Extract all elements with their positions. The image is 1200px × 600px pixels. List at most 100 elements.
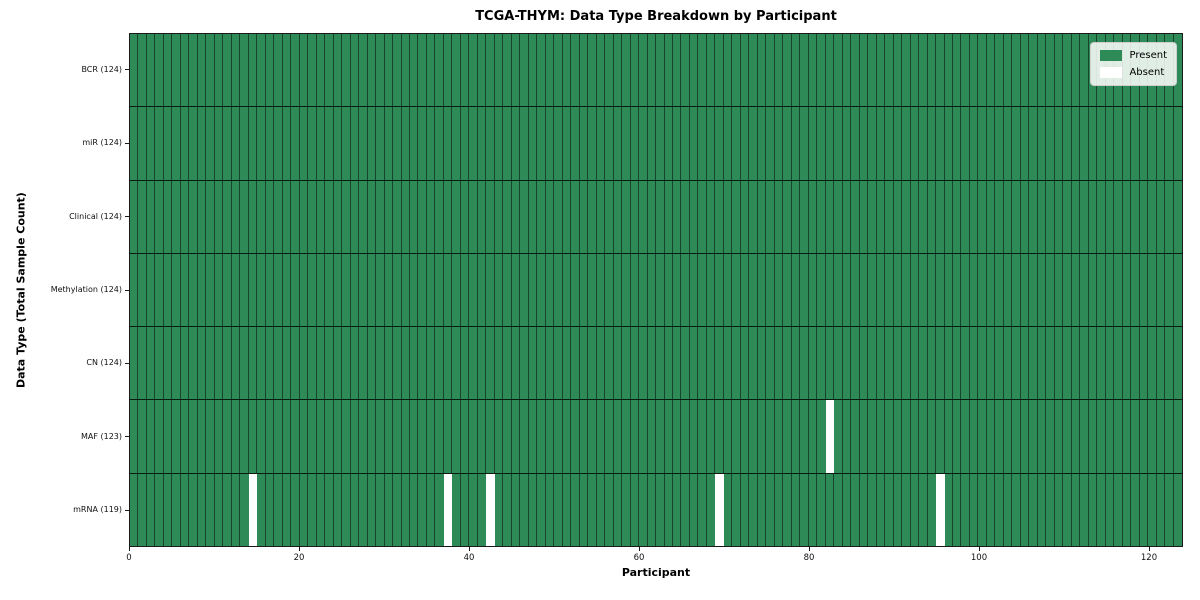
- heatmap-cell-present: [1003, 34, 1013, 107]
- heatmap-cell-present: [172, 107, 181, 180]
- heatmap-cell-present: [265, 473, 275, 546]
- legend-swatch-icon: [1100, 67, 1123, 78]
- heatmap-cell-present: [452, 473, 461, 546]
- heatmap-cell-present: [791, 473, 801, 546]
- heatmap-cell-present: [316, 107, 326, 180]
- heatmap-cell-present: [1114, 327, 1123, 400]
- heatmap-cell-present: [851, 180, 860, 253]
- heatmap-cell-present: [393, 180, 402, 253]
- heatmap-cell-present: [274, 107, 283, 180]
- heatmap-cell-present: [197, 107, 207, 180]
- heatmap-cell-present: [681, 473, 690, 546]
- heatmap-cell-present: [825, 180, 835, 253]
- heatmap-cell-present: [180, 327, 190, 400]
- heatmap-cell-present: [231, 34, 241, 107]
- heatmap-cell-present: [859, 327, 869, 400]
- heatmap-cell-present: [749, 34, 758, 107]
- heatmap-cell-present: [138, 253, 147, 327]
- heatmap-cell-present: [401, 180, 410, 253]
- heatmap-cell-present: [859, 400, 869, 473]
- heatmap-cell-present: [1122, 400, 1132, 473]
- y-tick-label: BCR (124): [81, 64, 122, 74]
- heatmap-cell-present: [197, 473, 207, 546]
- heatmap-cell-present: [944, 180, 953, 253]
- y-tick-mark: [125, 362, 129, 364]
- heatmap-cell-present: [800, 400, 809, 473]
- heatmap-cell-present: [308, 327, 317, 400]
- heatmap-cell-present: [308, 107, 317, 180]
- heatmap-cell-present: [469, 327, 478, 400]
- heatmap-cell-present: [257, 107, 266, 180]
- x-tick-mark: [128, 547, 130, 551]
- heatmap-cell-present: [138, 327, 147, 400]
- heatmap-cell-present: [978, 180, 987, 253]
- heatmap-cell-present: [749, 107, 758, 180]
- heatmap-cell-present: [1165, 400, 1174, 473]
- heatmap-cell-present: [1037, 107, 1047, 180]
- heatmap-cell-present: [1063, 253, 1072, 327]
- heatmap-cell-present: [1173, 473, 1182, 546]
- heatmap-cell-present: [376, 253, 385, 327]
- heatmap-cell-present: [240, 400, 249, 473]
- heatmap-cell-present: [511, 473, 521, 546]
- heatmap-cell-present: [639, 400, 648, 473]
- heatmap-cell-present: [562, 34, 572, 107]
- heatmap-cell-present: [656, 253, 665, 327]
- heatmap-cell-present: [766, 180, 775, 253]
- heatmap-cell-present: [1054, 180, 1064, 253]
- y-tick-label: Clinical (124): [69, 211, 122, 221]
- heatmap-cell-present: [520, 34, 529, 107]
- heatmap-cell-present: [868, 180, 877, 253]
- heatmap-cell-present: [494, 34, 504, 107]
- heatmap-cell-present: [1105, 400, 1115, 473]
- heatmap-cell-present: [486, 107, 495, 180]
- heatmap-cell-present: [248, 34, 258, 107]
- heatmap-cell-present: [545, 473, 555, 546]
- heatmap-cell-present: [791, 400, 801, 473]
- heatmap-cell-present: [1054, 327, 1064, 400]
- heatmap-cell-present: [155, 180, 164, 253]
- heatmap-cell-present: [952, 107, 962, 180]
- heatmap-cell-present: [639, 327, 648, 400]
- heatmap-cell-present: [1029, 473, 1038, 546]
- heatmap-cell-present: [1105, 180, 1115, 253]
- heatmap-cell-present: [639, 253, 648, 327]
- heatmap-cell-present: [1122, 107, 1132, 180]
- heatmap-cell-present: [885, 107, 894, 180]
- heatmap-cell-present: [172, 180, 181, 253]
- heatmap-cell-present: [155, 327, 164, 400]
- heatmap-cell-present: [1029, 327, 1038, 400]
- heatmap-cell-present: [630, 180, 640, 253]
- heatmap-cell-present: [698, 327, 707, 400]
- heatmap-cell-present: [817, 473, 826, 546]
- heatmap-cell-present: [376, 107, 385, 180]
- heatmap-cell-present: [426, 473, 436, 546]
- heatmap-cell-present: [189, 34, 198, 107]
- heatmap-cell-present: [706, 327, 716, 400]
- heatmap-cell-present: [571, 107, 580, 180]
- heatmap-cell-present: [698, 180, 707, 253]
- heatmap-cell-present: [197, 253, 207, 327]
- heatmap-cell-present: [1105, 327, 1115, 400]
- heatmap-cell-present: [723, 253, 733, 327]
- heatmap-cell-present: [189, 327, 198, 400]
- heatmap-cell-present: [231, 327, 241, 400]
- heatmap-cell-present: [605, 400, 614, 473]
- heatmap-cell-present: [706, 400, 716, 473]
- heatmap-cell-present: [248, 327, 258, 400]
- heatmap-cell-present: [554, 400, 563, 473]
- heatmap-cell-present: [342, 107, 351, 180]
- heatmap-cell-present: [231, 400, 241, 473]
- heatmap-cell-present: [206, 400, 215, 473]
- heatmap-cell-present: [952, 473, 962, 546]
- heatmap-cell-present: [299, 107, 309, 180]
- heatmap-cell-present: [664, 180, 673, 253]
- heatmap-cell-present: [1105, 253, 1115, 327]
- heatmap-cell-present: [715, 253, 724, 327]
- heatmap-cell-present: [986, 327, 996, 400]
- heatmap-cell-present: [639, 473, 648, 546]
- heatmap-cell-present: [554, 180, 563, 253]
- heatmap-cell-absent: [825, 400, 835, 473]
- heatmap-cell-present: [163, 473, 173, 546]
- heatmap-cell-present: [842, 107, 852, 180]
